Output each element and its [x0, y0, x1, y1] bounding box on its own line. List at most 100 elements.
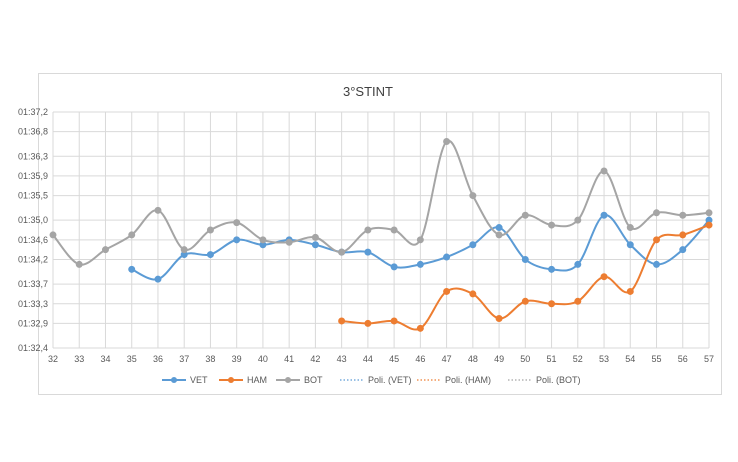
x-tick-label: 43 — [337, 354, 347, 364]
data-point-bot — [495, 231, 503, 239]
x-tick-label: 50 — [520, 354, 530, 364]
data-point-bot — [705, 209, 713, 217]
data-point-vet — [600, 211, 608, 219]
data-point-ham — [416, 324, 424, 332]
data-point-bot — [154, 206, 162, 214]
data-point-bot — [128, 231, 136, 239]
data-point-bot — [311, 233, 319, 241]
x-tick-label: 44 — [363, 354, 373, 364]
legend-marker — [285, 377, 291, 383]
x-tick-label: 54 — [625, 354, 635, 364]
y-tick-label: 01:35,5 — [18, 191, 48, 201]
x-tick-label: 42 — [310, 354, 320, 364]
data-point-vet — [390, 263, 398, 271]
x-tick-label: 40 — [258, 354, 268, 364]
x-tick-label: 41 — [284, 354, 294, 364]
x-tick-label: 48 — [468, 354, 478, 364]
data-point-ham — [626, 287, 634, 295]
data-point-vet — [154, 275, 162, 283]
data-point-vet — [653, 260, 661, 268]
data-point-bot — [206, 226, 214, 234]
data-point-bot — [679, 211, 687, 219]
x-tick-label: 35 — [127, 354, 137, 364]
data-point-ham — [521, 297, 529, 305]
data-point-vet — [469, 241, 477, 249]
data-point-ham — [679, 231, 687, 239]
y-tick-label: 01:32,4 — [18, 343, 48, 353]
y-tick-label: 01:35,0 — [18, 215, 48, 225]
data-point-ham — [653, 236, 661, 244]
data-point-bot — [180, 246, 188, 254]
data-point-ham — [469, 290, 477, 298]
data-point-bot — [653, 209, 661, 217]
data-point-ham — [548, 300, 556, 308]
x-tick-label: 52 — [573, 354, 583, 364]
data-point-bot — [75, 260, 83, 268]
legend-label: Poli. (VET) — [368, 375, 412, 385]
x-tick-label: 32 — [48, 354, 58, 364]
legend-label: Poli. (BOT) — [536, 375, 581, 385]
data-point-vet — [233, 236, 241, 244]
legend: VET HAM BOT Poli. (VET) Poli. (HAM) Poli. (BO… — [162, 375, 581, 385]
data-point-vet — [548, 265, 556, 273]
data-point-vet — [206, 251, 214, 259]
data-point-vet — [626, 241, 634, 249]
data-point-bot — [49, 231, 57, 239]
data-point-ham — [364, 319, 372, 327]
data-point-vet — [495, 224, 503, 232]
y-tick-label: 01:36,8 — [18, 127, 48, 137]
data-point-bot — [285, 238, 293, 246]
data-point-bot — [233, 219, 241, 227]
x-tick-label: 57 — [704, 354, 714, 364]
data-point-ham — [574, 297, 582, 305]
y-tick-label: 01:32,9 — [18, 318, 48, 328]
y-axis-tick-labels: 01:32,4 01:32,9 01:33,3 01:33,7 01:34,2 01:34… — [18, 107, 48, 353]
x-tick-label: 53 — [599, 354, 609, 364]
data-point-vet — [679, 246, 687, 254]
data-point-bot — [626, 224, 634, 232]
legend-label: Poli. (HAM) — [445, 375, 491, 385]
data-point-vet — [311, 241, 319, 249]
x-tick-label: 38 — [205, 354, 215, 364]
y-tick-label: 01:35,9 — [18, 171, 48, 181]
legend-label: BOT — [304, 375, 323, 385]
data-point-bot — [521, 211, 529, 219]
x-axis-tick-labels: 32 33 34 35 36 37 38 39 40 41 42 43 44 45 46 47 48 49 50 51… — [48, 354, 714, 364]
data-point-bot — [338, 248, 346, 256]
data-point-bot — [469, 192, 477, 200]
data-point-bot — [548, 221, 556, 229]
data-point-bot — [600, 167, 608, 175]
y-tick-label: 01:33,7 — [18, 279, 48, 289]
series-lines — [49, 138, 713, 332]
legend-label: VET — [190, 375, 208, 385]
data-point-bot — [364, 226, 372, 234]
y-tick-label: 01:34,2 — [18, 255, 48, 265]
x-tick-label: 45 — [389, 354, 399, 364]
data-point-ham — [705, 221, 713, 229]
series-line-bot — [52, 139, 710, 266]
y-tick-label: 01:37,2 — [18, 107, 48, 117]
data-point-vet — [416, 260, 424, 268]
data-point-bot — [101, 246, 109, 254]
legend-marker — [171, 377, 177, 383]
x-tick-label: 51 — [547, 354, 557, 364]
legend-marker — [228, 377, 234, 383]
data-point-bot — [390, 226, 398, 234]
data-point-ham — [600, 273, 608, 281]
x-tick-label: 33 — [74, 354, 84, 364]
x-tick-label: 34 — [100, 354, 110, 364]
data-point-ham — [495, 315, 503, 322]
y-tick-label: 01:34,6 — [18, 235, 48, 245]
x-tick-label: 55 — [652, 354, 662, 364]
x-tick-label: 37 — [179, 354, 189, 364]
data-point-bot — [574, 216, 582, 224]
data-point-bot — [416, 236, 424, 244]
x-tick-label: 39 — [232, 354, 242, 364]
data-point-ham — [338, 317, 346, 325]
data-point-ham — [390, 317, 398, 325]
legend-label: HAM — [247, 375, 267, 385]
data-point-bot — [443, 138, 451, 145]
y-tick-label: 01:33,3 — [18, 299, 48, 309]
gridlines — [52, 111, 710, 349]
